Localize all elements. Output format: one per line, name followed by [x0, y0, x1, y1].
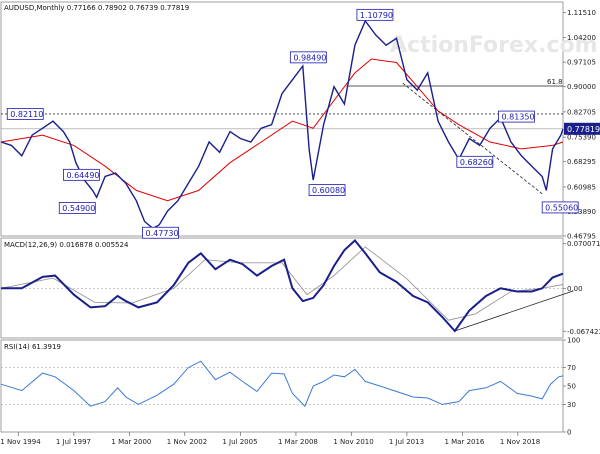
price-y-tick-label: 0.60985: [567, 183, 596, 191]
price-annotation: 0.64490: [63, 168, 100, 181]
price-annotation-label: 0.55060: [545, 203, 578, 212]
price-annotation-box: [308, 184, 346, 196]
chart-plot-layer: 1 Nov 1994 1 Jul 1997 1 Mar 2000 1 Nov 2002…: [0, 4, 600, 446]
price-y-tick-label: 0.68295: [567, 158, 596, 166]
price-y-tick-label: 1.11510: [567, 9, 596, 17]
price-y-tick-label: 0.53890: [567, 208, 596, 216]
price-y-tick-label: 1.04200: [567, 34, 596, 42]
price-annotation-label: 0.47730: [146, 229, 179, 238]
price-annotation-box: [289, 51, 327, 64]
x-tick-label: 1 Mar 2016: [444, 438, 484, 446]
price-panel-title: AUDUSD,Monthly 0.77166 0.78902 0.76739 0…: [4, 4, 189, 12]
price-annotation: 0.68260: [456, 155, 494, 168]
rsi-y-tick-label: 30: [567, 401, 576, 409]
macd-line: [1, 239, 564, 333]
price-annotation-label: 0.98490: [293, 53, 326, 62]
price-annotation-box: [498, 110, 535, 123]
current-price-tag: [564, 122, 600, 135]
macd-y-tick-label: 0.070071: [567, 240, 600, 248]
macd-y-tick-label: -0.067423: [567, 328, 600, 336]
price-annotation: 0.55060: [541, 201, 579, 214]
price-annotation-box: [6, 108, 44, 120]
price-annotation: 0.54900: [58, 202, 96, 214]
chart-background: [0, 1, 564, 433]
price-annotation-box: [142, 226, 179, 239]
current-price-tag-label: 0.77819: [567, 125, 600, 134]
macd-y-tick-label: 0.00: [567, 285, 583, 293]
price-annotation-box: [356, 8, 394, 21]
price-annotation-box: [63, 168, 100, 181]
price-annotation-label: 0.68260: [460, 158, 493, 167]
x-tick-label: 1 Jul 2005: [222, 438, 257, 446]
x-tick-label: 1 Nov 2010: [333, 438, 373, 446]
panel-frame-macd: [0, 237, 564, 339]
price-annotation-box: [58, 202, 96, 214]
x-tick-label: 1 Mar 2000: [111, 438, 151, 446]
price-y-tick-label: 0.82705: [567, 108, 596, 116]
rsi-panel-title: RSI(14) 61.3919: [4, 343, 61, 351]
price-annotation: 0.81350: [498, 110, 535, 123]
x-tick-label: 1 Jul 2013: [389, 438, 424, 446]
price-annotation-label: 0.60080: [312, 186, 345, 195]
price-y-tick-label: 0.75390: [567, 134, 596, 142]
x-tick-label: 1 Nov 1994: [0, 438, 41, 446]
price-annotation: 0.60080: [308, 184, 346, 196]
price-annotation-label: 0.64490: [66, 171, 99, 180]
fib-level-label: 61.8: [547, 78, 563, 86]
x-tick-label: 1 Nov 2002: [167, 438, 207, 446]
price-annotation-label: 0.54900: [62, 204, 95, 213]
price-annotation: 1.10790: [356, 8, 394, 21]
rsi-y-tick-label: 0: [567, 429, 571, 437]
x-tick-label: 1 Jul 1997: [56, 438, 91, 446]
price-y-tick-label: 0.46795: [567, 232, 596, 240]
price-annotation: 0.82110: [6, 108, 44, 120]
macd-trendline: [454, 290, 574, 332]
price-annotation: 0.47730: [142, 226, 179, 239]
macd-panel-title: MACD(12,26,9) 0.016878 0.005524: [4, 241, 129, 249]
macd-signal-line: [0, 246, 564, 321]
panel-frame-price: [0, 1, 564, 237]
rsi-y-tick-label: 50: [567, 383, 576, 391]
price-annotation-label: 0.82110: [10, 110, 43, 119]
price-annotation-box: [456, 155, 494, 168]
price-series-line: [0, 19, 564, 230]
x-tick-label: 1 Mar 2008: [278, 438, 318, 446]
price-y-tick-label: 0.97105: [567, 59, 596, 67]
watermark-text: ActionForex.com: [390, 33, 598, 58]
rsi-y-tick-label: 100: [567, 337, 580, 345]
price-annotation: 0.98490: [289, 51, 327, 64]
price-y-tick-label: 0.90000: [567, 83, 596, 91]
price-annotation-label: 1.10790: [360, 11, 393, 20]
rsi-line: [0, 360, 564, 408]
x-tick-label: 1 Nov 2018: [500, 438, 540, 446]
panel-frame-rsi: [0, 339, 564, 433]
price-annotation-box: [541, 201, 579, 214]
rsi-y-tick-label: 70: [567, 364, 576, 372]
price-annotation-label: 0.81350: [501, 113, 534, 122]
